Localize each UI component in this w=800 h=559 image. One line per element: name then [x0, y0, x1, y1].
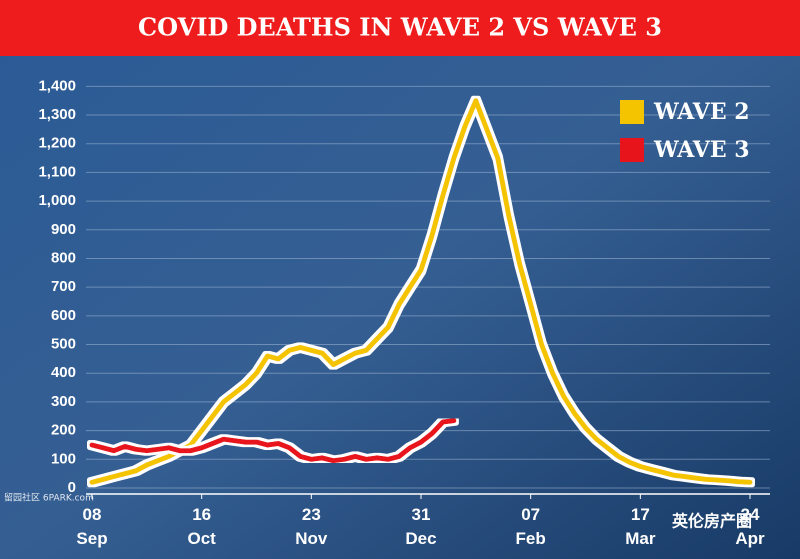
x-tick-label: 17 Mar — [625, 505, 656, 548]
x-tick-label: 23 Nov — [295, 505, 328, 548]
y-tick-label: 900 — [51, 221, 76, 238]
line — [89, 418, 457, 464]
x-tick-label: 16 Oct — [187, 505, 216, 548]
watermark: 留园社区 6PARK.com — [4, 492, 94, 504]
chart-title: COVID DEATHS IN WAVE 2 VS WAVE 3 — [138, 13, 662, 42]
x-tick-label: 24 Apr — [735, 505, 765, 548]
y-tick-label: 1,200 — [38, 135, 76, 152]
y-tick-label: 100 — [51, 450, 76, 467]
y-tick-label: 500 — [51, 336, 76, 353]
watermark: 英伦房产圈 — [671, 512, 752, 531]
plot: 0 100 200 300 400 500 600 700 800 900 1,000 1,100 1,… — [4, 77, 770, 548]
x-tick-label: 31 Dec — [405, 505, 436, 548]
y-tick-label: 400 — [51, 364, 76, 381]
y-tick-label: 0 — [68, 479, 76, 496]
line — [89, 98, 753, 485]
y-tick-label: 1,400 — [38, 77, 76, 94]
y-tick-label: 200 — [51, 422, 76, 439]
x-tick-label: 07 Feb — [516, 505, 546, 548]
x-tick-label: 08 Sep — [76, 505, 107, 548]
title-banner — [0, 0, 800, 56]
y-tick-label: 1,100 — [38, 163, 76, 180]
legend-swatch — [620, 138, 644, 162]
legend-label: WAVE 3 — [653, 137, 750, 163]
legend-swatch — [620, 100, 644, 124]
y-tick-label: 700 — [51, 278, 76, 295]
y-tick-label: 300 — [51, 393, 76, 410]
y-tick-label: 600 — [51, 307, 76, 324]
legend-label: WAVE 2 — [653, 99, 750, 125]
y-tick-label: 1,000 — [38, 192, 76, 209]
y-tick-label: 1,300 — [38, 106, 76, 123]
y-tick-label: 800 — [51, 249, 76, 266]
